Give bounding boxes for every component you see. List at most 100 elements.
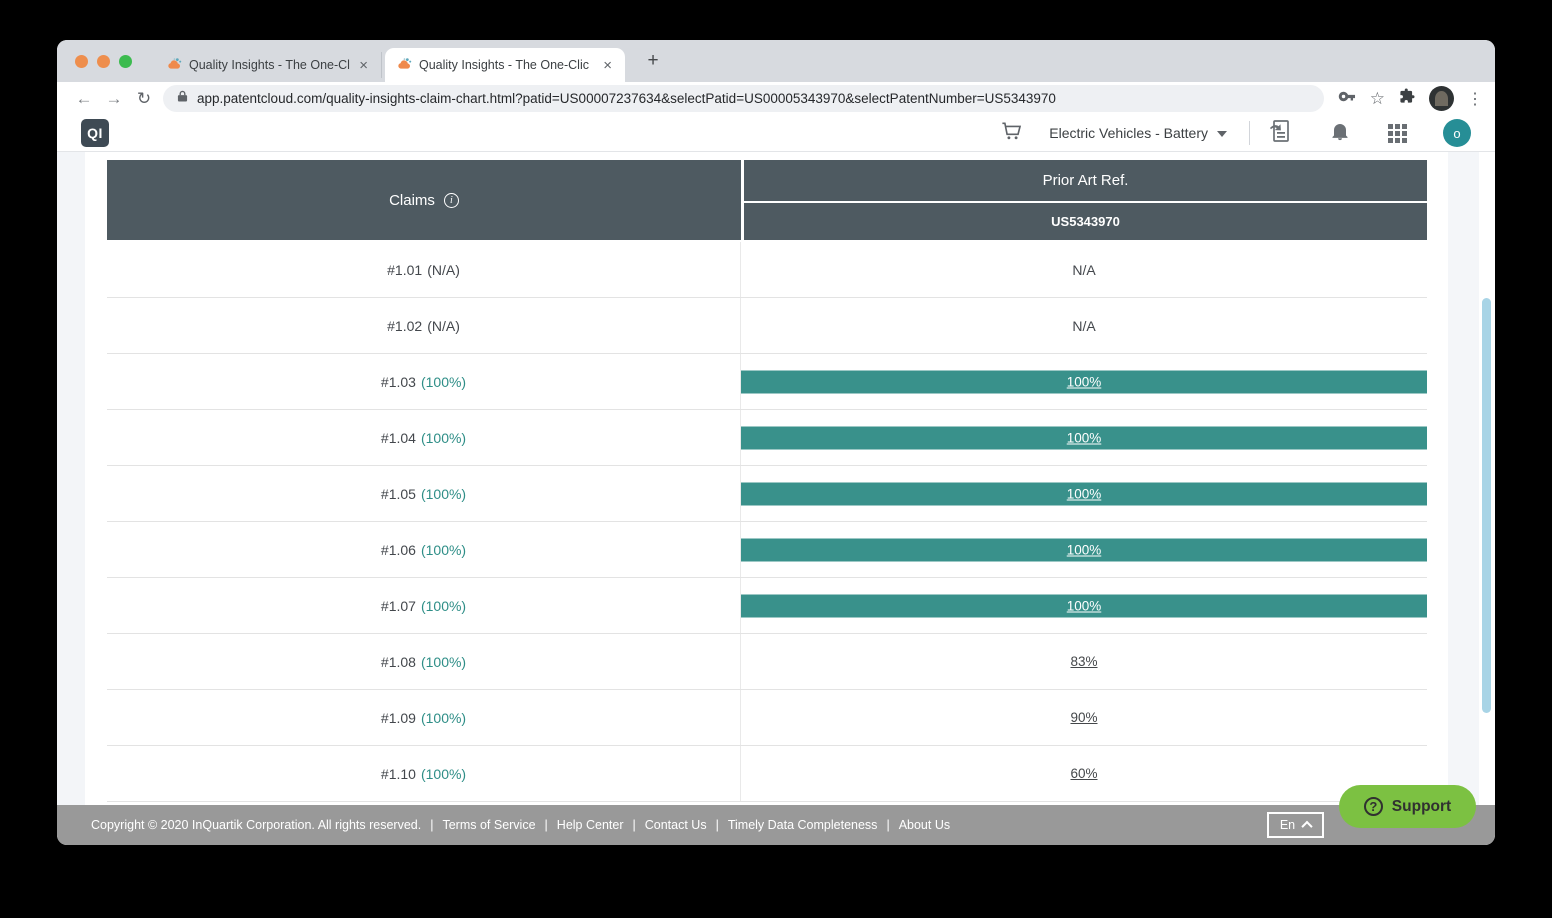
reload-icon[interactable]: ↻ [136, 88, 152, 108]
close-window-button[interactable] [75, 55, 88, 68]
claim-score[interactable]: (100%) [420, 485, 467, 502]
claim-number: #1.07 [380, 597, 416, 614]
claims-header-cell: Claims i [107, 160, 741, 240]
header-gap [741, 160, 744, 240]
address-bar[interactable]: app.patentcloud.com/quality-insights-cla… [163, 85, 1324, 112]
workspace-selector[interactable]: Electric Vehicles - Battery [1049, 125, 1227, 141]
language-selector[interactable]: En [1267, 812, 1324, 838]
claim-cell: #1.06 (100%) [107, 522, 741, 577]
url-text[interactable]: app.patentcloud.com/quality-insights-cla… [197, 91, 1056, 106]
similarity-bar[interactable]: 100% [741, 370, 1427, 393]
claim-cell: #1.04 (100%) [107, 410, 741, 465]
claim-score[interactable]: (100%) [420, 429, 467, 446]
footer-link[interactable]: Contact Us [644, 818, 707, 832]
claim-cell: #1.05 (100%) [107, 466, 741, 521]
lock-icon [177, 89, 188, 108]
workspace-label: Electric Vehicles - Battery [1049, 125, 1208, 141]
support-label: Support [1391, 797, 1452, 815]
similarity-value-link[interactable]: 100% [1066, 430, 1102, 445]
similarity-cell: N/A [741, 242, 1427, 297]
back-icon[interactable]: ← [75, 88, 93, 108]
similarity-bar[interactable]: 100% [741, 482, 1427, 505]
page-content: Claims i Prior Art Ref. US5343970 #1.01(… [57, 152, 1495, 805]
browser-menu-icon[interactable]: ⋮ [1467, 90, 1483, 108]
language-label: En [1279, 818, 1296, 832]
similarity-value-link[interactable]: 100% [1066, 486, 1102, 501]
cart-icon[interactable] [1000, 119, 1023, 147]
copyright-text: Copyright © 2020 InQuartik Corporation. … [91, 818, 422, 832]
footer-links: | Terms of Service | Help Center | Contact Us… [421, 818, 950, 832]
claim-cell: #1.09 (100%) [107, 690, 741, 745]
browser-tab-2-active[interactable]: Quality Insights - The One-Clic × [385, 48, 625, 82]
claim-cell: #1.02 (N/A) [107, 298, 741, 353]
similarity-value-link[interactable]: 60% [1070, 766, 1098, 781]
footer: Copyright © 2020 InQuartik Corporation. … [57, 805, 1495, 845]
key-icon[interactable] [1338, 87, 1357, 111]
footer-link[interactable]: Help Center [556, 818, 624, 832]
claim-score[interactable]: (100%) [420, 597, 467, 614]
claim-number: #1.02 [387, 317, 423, 334]
claim-score[interactable]: (100%) [420, 709, 467, 726]
table-row: #1.06 (100%) 100% [107, 522, 1427, 578]
browser-tab-1[interactable]: Quality Insights - The One-Clic × [155, 52, 382, 78]
claim-score[interactable]: (100%) [420, 765, 467, 782]
apps-grid-icon[interactable] [1388, 123, 1407, 143]
similarity-cell: 100% [741, 522, 1427, 577]
tab-close-icon[interactable]: × [603, 56, 612, 74]
user-avatar[interactable]: o [1443, 119, 1471, 147]
similarity-value-link[interactable]: 90% [1070, 710, 1098, 725]
table-row: #1.09 (100%) 90% [107, 690, 1427, 746]
footer-link[interactable]: Terms of Service [442, 818, 536, 832]
tab-close-icon[interactable]: × [359, 56, 368, 74]
scrollbar-thumb[interactable] [1482, 298, 1491, 713]
similarity-value: N/A [1072, 261, 1096, 278]
similarity-value-link[interactable]: 100% [1066, 374, 1102, 389]
support-button[interactable]: ? Support [1339, 785, 1476, 828]
similarity-cell: N/A [741, 298, 1427, 353]
claim-score[interactable]: (100%) [420, 373, 467, 390]
footer-separator: | [886, 818, 890, 832]
claim-score[interactable]: (100%) [420, 653, 467, 670]
similarity-cell: 100% [741, 466, 1427, 521]
browser-profile-avatar[interactable] [1429, 86, 1454, 111]
minimize-window-button[interactable] [97, 55, 110, 68]
similarity-bar[interactable]: 100% [741, 594, 1427, 617]
bell-icon[interactable] [1330, 120, 1350, 147]
export-document-icon[interactable] [1268, 118, 1292, 149]
similarity-value: N/A [1072, 317, 1096, 334]
claim-cell: #1.10 (100%) [107, 746, 741, 801]
claim-score[interactable]: (100%) [420, 541, 467, 558]
app-header-actions: Electric Vehicles - Battery o [1000, 118, 1471, 149]
prior-art-patent-number[interactable]: US5343970 [744, 203, 1427, 240]
chevron-down-icon [1217, 131, 1227, 137]
qi-logo[interactable]: QI [81, 119, 109, 147]
chevron-up-icon [1301, 820, 1313, 833]
bookmark-star-icon[interactable]: ☆ [1369, 88, 1385, 108]
claim-number: #1.04 [380, 429, 416, 446]
claim-number: #1.08 [380, 653, 416, 670]
similarity-value-link[interactable]: 100% [1066, 598, 1102, 613]
window-controls [75, 55, 132, 68]
extensions-puzzle-icon[interactable] [1398, 87, 1416, 110]
similarity-cell: 100% [741, 578, 1427, 633]
footer-separator: | [544, 818, 548, 832]
prior-art-ref-label: Prior Art Ref. [744, 160, 1427, 203]
footer-link[interactable]: About Us [898, 818, 951, 832]
footer-separator: | [430, 818, 434, 832]
similarity-value-link[interactable]: 100% [1066, 542, 1102, 557]
similarity-value-link[interactable]: 83% [1070, 654, 1098, 669]
new-tab-button[interactable]: + [647, 50, 659, 71]
zoom-window-button[interactable] [119, 55, 132, 68]
toolbar-actions: ☆ ⋮ [1338, 86, 1483, 111]
similarity-cell: 60% [741, 746, 1427, 801]
info-icon[interactable]: i [443, 192, 459, 208]
similarity-bar[interactable]: 100% [741, 538, 1427, 561]
browser-toolbar: ← → ↻ app.patentcloud.com/quality-insigh… [57, 82, 1495, 115]
table-row: #1.02 (N/A) N/A [107, 298, 1427, 354]
forward-icon[interactable]: → [105, 88, 123, 108]
similarity-bar[interactable]: 100% [741, 426, 1427, 449]
similarity-cell: 90% [741, 690, 1427, 745]
claim-number: #1.05 [380, 485, 416, 502]
footer-link[interactable]: Timely Data Completeness [727, 818, 878, 832]
